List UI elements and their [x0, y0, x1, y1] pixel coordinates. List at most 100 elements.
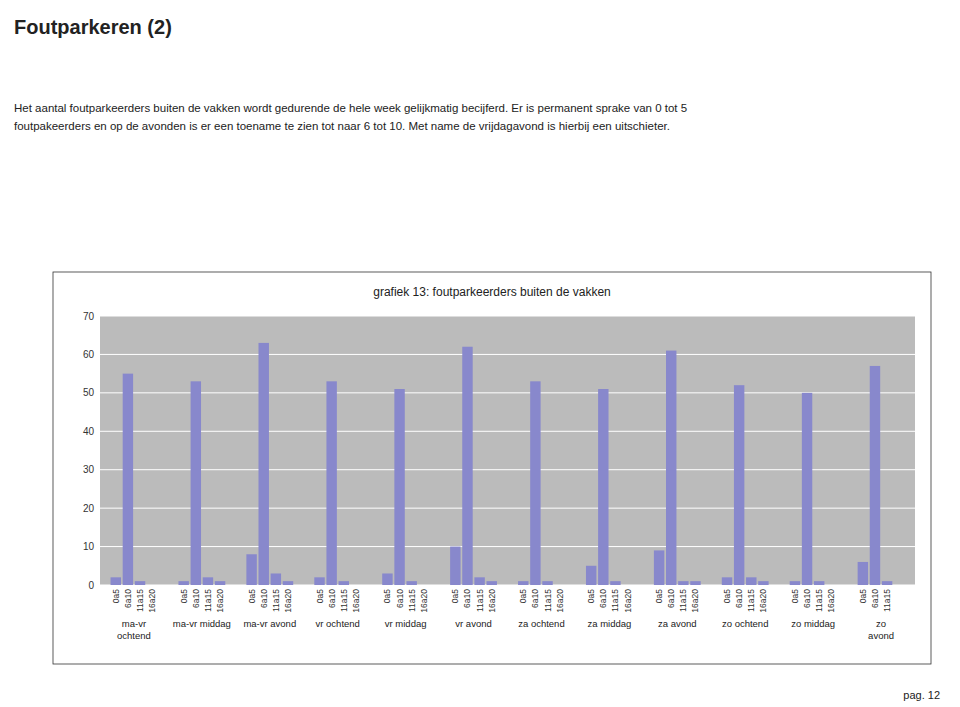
- x-tick-label: 6a10: [395, 589, 405, 608]
- y-tick-label: 40: [83, 426, 95, 437]
- bar: [382, 573, 392, 585]
- bar: [610, 581, 620, 585]
- bar: [135, 581, 145, 585]
- x-tick-label: 0a5: [450, 589, 460, 603]
- group-label-line: ochtend: [117, 630, 151, 641]
- y-axis: 010203040506070: [83, 311, 915, 591]
- x-tick-label: 16a20: [283, 589, 293, 613]
- x-tick-label: 16a20: [215, 589, 225, 613]
- x-tick-label: 11a15: [610, 589, 620, 612]
- bar: [246, 554, 256, 585]
- plot-background: [100, 316, 915, 585]
- bar: [394, 389, 404, 585]
- bar: [666, 351, 676, 585]
- group-label: vr avond: [455, 618, 491, 629]
- group-label-line: za avond: [658, 618, 697, 629]
- x-tick-label: 0a5: [111, 589, 121, 603]
- group-label-line: zo: [876, 618, 886, 629]
- bar: [123, 374, 133, 585]
- y-tick-label: 0: [88, 580, 94, 591]
- bar: [598, 389, 608, 585]
- x-tick-label: 6a10: [802, 589, 812, 608]
- page-title: Foutparkeren (2): [14, 16, 172, 38]
- x-tick-label: 0a5: [654, 589, 664, 603]
- x-tick-label: 6a10: [666, 589, 676, 608]
- x-tick-label: 0a5: [247, 589, 257, 603]
- page-number: pag. 12: [903, 689, 940, 701]
- x-tick-label: 6a10: [191, 589, 201, 608]
- bar: [722, 577, 732, 585]
- group-label-line: ma-vr avond: [243, 618, 296, 629]
- bar: [530, 381, 540, 585]
- x-tick-label: 16a20: [555, 589, 565, 613]
- x-tick-label: 6a10: [530, 589, 540, 608]
- group-label-line: ma-vr middag: [173, 618, 231, 629]
- x-tick-label: 16a20: [487, 589, 497, 613]
- bar: [203, 577, 213, 585]
- bar: [758, 581, 768, 585]
- grid-line: [100, 469, 915, 470]
- group-label: zoavond: [868, 618, 894, 641]
- grid-line: [100, 354, 915, 355]
- y-tick-label: 10: [83, 541, 95, 552]
- grid-line: [100, 316, 915, 317]
- bar: [622, 585, 632, 586]
- bar: [858, 562, 868, 585]
- bar: [826, 585, 836, 586]
- x-tick-label: 16a20: [690, 589, 700, 613]
- page-text: Het aantal foutparkeerders buiten de vak…: [14, 102, 687, 114]
- bar: [586, 566, 596, 585]
- bar: [215, 581, 225, 585]
- bar: [802, 393, 812, 585]
- grid-line: [100, 431, 915, 432]
- y-tick-label: 60: [83, 349, 95, 360]
- group-label-line: zo ochtend: [722, 618, 768, 629]
- group-label: ma-vr middag: [173, 618, 231, 629]
- bar: [554, 585, 564, 586]
- x-tick-label: 6a10: [598, 589, 608, 608]
- bar: [339, 581, 349, 585]
- grid-line: [100, 546, 915, 547]
- bar: [734, 385, 744, 585]
- bar: [882, 581, 892, 585]
- group-label: zo ochtend: [722, 618, 768, 629]
- x-tick-label: 6a10: [327, 589, 337, 608]
- group-label-line: ma-vr: [122, 618, 146, 629]
- x-tick-label: 11a15: [271, 589, 281, 612]
- bar: [450, 547, 460, 585]
- group-label: za middag: [587, 618, 631, 629]
- x-tick-label: 6a10: [123, 589, 133, 608]
- x-tick-label: 11a15: [678, 589, 688, 612]
- x-tick-label: 11a15: [882, 589, 892, 612]
- y-tick-label: 20: [83, 503, 95, 514]
- x-tick-label: 11a15: [135, 589, 145, 612]
- bar: [542, 581, 552, 585]
- x-tick-label: 11a15: [475, 589, 485, 612]
- x-tick-label: 0a5: [586, 589, 596, 603]
- x-tick-label: 11a15: [339, 589, 349, 612]
- x-tick-label: 11a15: [543, 589, 553, 612]
- x-tick-label: 6a10: [259, 589, 269, 608]
- group-label: za avond: [658, 618, 697, 629]
- page-text: foutpakeerders en op de avonden is er ee…: [14, 120, 670, 132]
- bar: [814, 581, 824, 585]
- chart-title: grafiek 13: foutparkeerders buiten de va…: [373, 285, 610, 299]
- x-tick-label: 0a5: [722, 589, 732, 603]
- x-tick-label: 16a20: [623, 589, 633, 613]
- bar: [191, 381, 201, 585]
- bar: [314, 577, 324, 585]
- x-tick-label: 16a20: [758, 589, 768, 613]
- bar: [259, 343, 269, 585]
- group-label: vr middag: [385, 618, 427, 629]
- grid-line: [100, 508, 915, 509]
- x-tick-label: 0a5: [518, 589, 528, 603]
- group-label-line: vr ochtend: [316, 618, 360, 629]
- bar: [462, 347, 472, 585]
- bar: [283, 581, 293, 585]
- x-tick-label: 6a10: [734, 589, 744, 608]
- bar: [326, 381, 336, 585]
- bar: [690, 581, 700, 585]
- group-label: ma-vrochtend: [117, 618, 151, 641]
- chart-box: [53, 272, 931, 664]
- x-tick-label: 11a15: [746, 589, 756, 612]
